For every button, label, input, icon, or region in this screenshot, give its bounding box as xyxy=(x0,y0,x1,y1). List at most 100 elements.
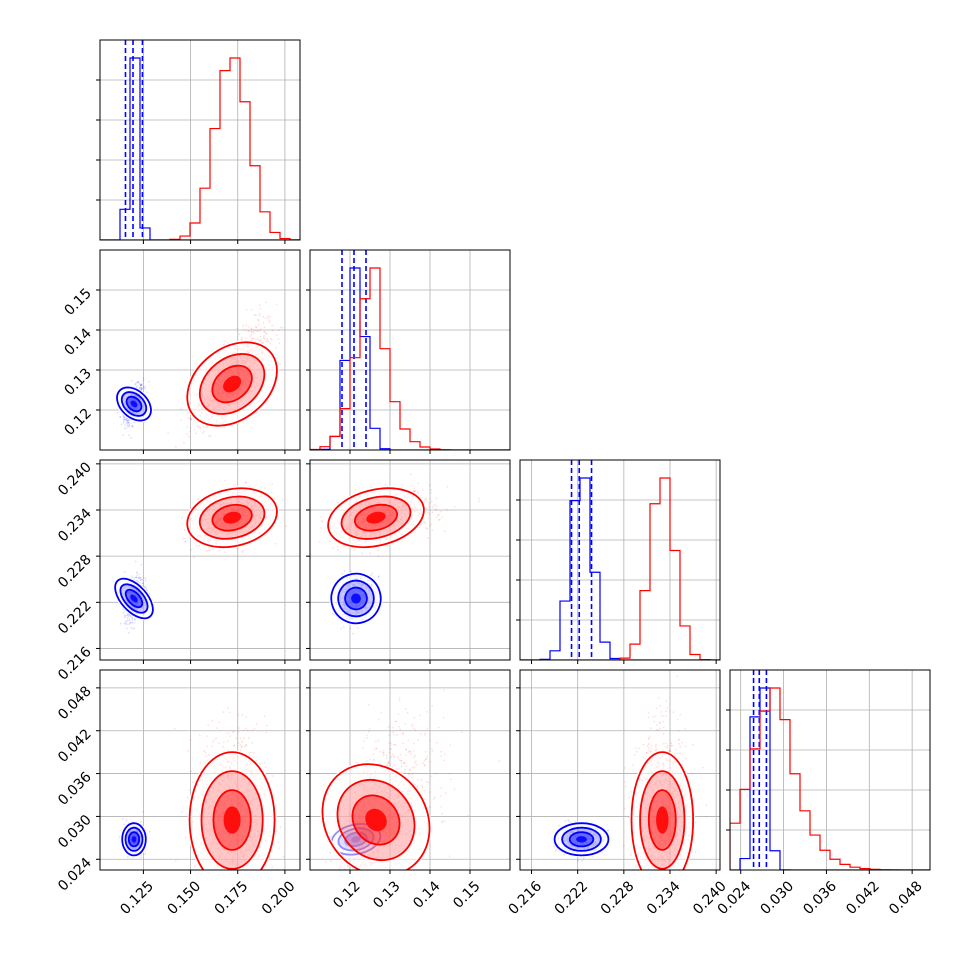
contour-blue xyxy=(119,583,149,614)
scatter-point xyxy=(142,582,144,585)
panel-content xyxy=(115,301,284,448)
scatter-point xyxy=(184,540,187,543)
scatter-point xyxy=(130,575,133,577)
scatter-point xyxy=(277,329,280,332)
contour-blue xyxy=(124,588,144,609)
scatter-point xyxy=(126,617,129,619)
scatter-point xyxy=(269,337,272,340)
scatter-point xyxy=(224,479,227,482)
scatter-point xyxy=(140,384,143,386)
scatter-point xyxy=(224,340,227,342)
scatter-point xyxy=(128,623,131,625)
scatter-point xyxy=(130,436,133,439)
scatter-point xyxy=(241,551,244,553)
scatter-point xyxy=(254,329,256,332)
scatter-point xyxy=(190,417,192,420)
scatter-point xyxy=(202,425,205,428)
contour-red xyxy=(186,487,278,548)
scatter-point xyxy=(125,418,128,421)
scatter-point xyxy=(130,422,133,425)
scatter-point xyxy=(208,549,211,552)
scatter-point xyxy=(427,536,430,539)
contour-blue xyxy=(116,386,152,422)
scatter-point xyxy=(128,434,131,437)
contour-blue xyxy=(125,395,143,413)
scatter-point xyxy=(255,326,258,329)
scatter-point xyxy=(337,501,339,503)
y-tick-label: 0.13 xyxy=(61,366,94,399)
scatter-point xyxy=(134,618,137,621)
scatter-point xyxy=(341,573,344,575)
scatter-point xyxy=(136,381,139,384)
scatter-point xyxy=(145,586,148,589)
panel-frame xyxy=(99,39,301,241)
scatter-point xyxy=(139,576,142,579)
scatter-point xyxy=(180,418,183,421)
scatter-point xyxy=(131,618,134,620)
scatter-point xyxy=(140,388,143,391)
scatter-point xyxy=(237,547,240,550)
scatter-point xyxy=(140,384,142,386)
scatter-point xyxy=(144,579,147,582)
scatter-point xyxy=(189,430,191,433)
contour-red xyxy=(198,495,266,540)
y-tick-label: 0.216 xyxy=(55,644,95,684)
scatter-point xyxy=(262,342,265,344)
scatter-point xyxy=(138,573,140,576)
contour-red xyxy=(211,503,253,532)
scatter-point xyxy=(209,435,212,437)
contour-blue xyxy=(114,577,154,620)
scatter-point xyxy=(277,338,280,341)
scatter-point xyxy=(148,381,150,383)
scatter-point xyxy=(138,382,141,385)
scatter-point xyxy=(184,537,187,540)
scatter-point xyxy=(435,497,438,500)
scatter-point xyxy=(122,420,125,423)
scatter-point xyxy=(127,419,130,422)
scatter-point xyxy=(124,616,126,619)
scatter-point xyxy=(167,432,170,434)
scatter-point xyxy=(190,418,193,421)
scatter-point xyxy=(181,517,184,519)
scatter-point xyxy=(126,619,129,622)
scatter-point xyxy=(138,581,141,584)
scatter-point xyxy=(133,627,136,630)
scatter-point xyxy=(262,315,265,318)
scatter-point xyxy=(189,417,192,420)
scatter-point xyxy=(268,319,271,322)
scatter-point xyxy=(340,627,342,630)
scatter-point xyxy=(434,503,437,506)
panel-content xyxy=(310,250,510,450)
scatter-point xyxy=(245,481,248,483)
scatter-point xyxy=(357,627,359,629)
scatter-point xyxy=(142,377,145,380)
scatter-point xyxy=(131,619,134,621)
scatter-point xyxy=(141,578,144,581)
scatter-point xyxy=(140,563,143,566)
scatter-point xyxy=(126,424,129,426)
grid xyxy=(100,460,300,660)
scatter-point xyxy=(255,326,257,329)
scatter-point xyxy=(271,483,273,486)
contour-blue xyxy=(337,579,375,618)
scatter-point xyxy=(245,330,248,332)
scatter-point xyxy=(240,338,243,341)
scatter-point xyxy=(130,616,132,619)
scatter-point xyxy=(128,631,130,634)
scatter-point xyxy=(194,432,197,435)
scatter-point xyxy=(134,560,137,563)
scatter-point xyxy=(190,418,193,421)
scatter-point xyxy=(432,506,434,509)
contour-blue xyxy=(330,572,382,625)
scatter-point xyxy=(138,576,141,579)
scatter-point xyxy=(122,421,125,424)
scatter-point xyxy=(278,342,281,345)
scatter-point xyxy=(123,417,126,420)
scatter-point xyxy=(263,337,265,340)
scatter-point xyxy=(139,579,142,582)
scatter-point xyxy=(250,328,253,330)
scatter-point xyxy=(144,387,146,390)
scatter-point xyxy=(252,337,254,340)
scatter-point xyxy=(441,516,443,519)
